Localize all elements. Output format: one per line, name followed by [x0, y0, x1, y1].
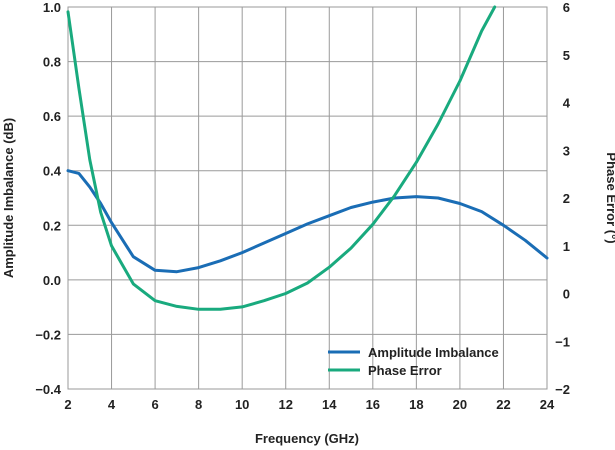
y-left-tick-label: −0.2 — [35, 327, 61, 342]
legend-label-amplitude: Amplitude Imbalance — [368, 345, 499, 360]
amplitude-imbalance-line — [66, 169, 549, 274]
x-tick-label: 22 — [496, 397, 510, 412]
x-tick-label: 10 — [235, 397, 249, 412]
legend-label-phase: Phase Error — [368, 363, 442, 378]
y-right-axis-title: Phase Error (°) — [604, 152, 615, 243]
x-tick-label: 6 — [151, 397, 158, 412]
x-axis-title: Frequency (GHz) — [255, 431, 359, 446]
y-right-tick-label: 5 — [563, 48, 570, 63]
y-right-tick-label: 3 — [563, 143, 570, 158]
y-right-tick-label: 0 — [563, 287, 570, 302]
y-left-tick-label: 0.0 — [43, 273, 61, 288]
y-left-axis-title: Amplitude Imbalance (dB) — [1, 118, 16, 278]
y-left-tick-labels: 1.0 0.8 0.6 0.4 0.2 0.0 −0.2 −0.4 — [35, 0, 61, 397]
y-right-tick-label: −1 — [555, 334, 570, 349]
x-tick-labels: 2 4 6 8 10 12 14 16 18 20 22 24 — [64, 397, 555, 412]
y-right-tick-label: −2 — [555, 382, 570, 397]
y-left-tick-label: 0.6 — [43, 109, 61, 124]
y-right-tick-labels: 6 5 4 3 2 1 0 −1 −2 — [555, 0, 571, 397]
y-left-tick-label: 1.0 — [43, 0, 61, 15]
x-tick-label: 20 — [453, 397, 467, 412]
y-left-tick-label: 0.2 — [43, 218, 61, 233]
x-tick-label: 2 — [64, 397, 71, 412]
y-left-tick-label: 0.8 — [43, 55, 61, 70]
legend: Amplitude Imbalance Phase Error — [328, 345, 499, 378]
y-right-tick-label: 4 — [563, 96, 571, 111]
phase-error-line — [66, 5, 497, 311]
x-tick-label: 12 — [278, 397, 292, 412]
x-tick-label: 4 — [108, 397, 116, 412]
y-right-tick-label: 6 — [563, 0, 570, 15]
y-right-tick-label: 1 — [563, 239, 570, 254]
y-right-tick-label: 2 — [563, 191, 570, 206]
x-tick-label: 14 — [322, 397, 337, 412]
x-tick-label: 24 — [540, 397, 555, 412]
grid — [68, 7, 547, 389]
x-tick-label: 8 — [195, 397, 202, 412]
y-left-tick-label: −0.4 — [35, 382, 61, 397]
x-tick-label: 18 — [409, 397, 423, 412]
y-left-tick-label: 0.4 — [43, 164, 62, 179]
plot-frame — [67, 6, 548, 390]
series-layer — [66, 5, 549, 311]
x-tick-label: 16 — [366, 397, 380, 412]
